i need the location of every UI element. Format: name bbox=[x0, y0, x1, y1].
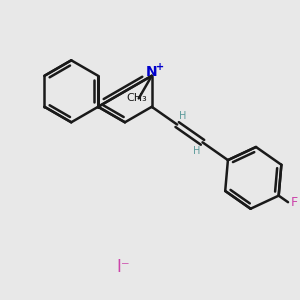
Text: H: H bbox=[179, 111, 187, 121]
Text: I⁻: I⁻ bbox=[117, 258, 130, 276]
Text: F: F bbox=[290, 196, 298, 209]
Text: N: N bbox=[146, 64, 158, 79]
Text: CH₃: CH₃ bbox=[127, 93, 148, 103]
Text: +: + bbox=[156, 62, 164, 72]
Text: H: H bbox=[193, 146, 200, 156]
